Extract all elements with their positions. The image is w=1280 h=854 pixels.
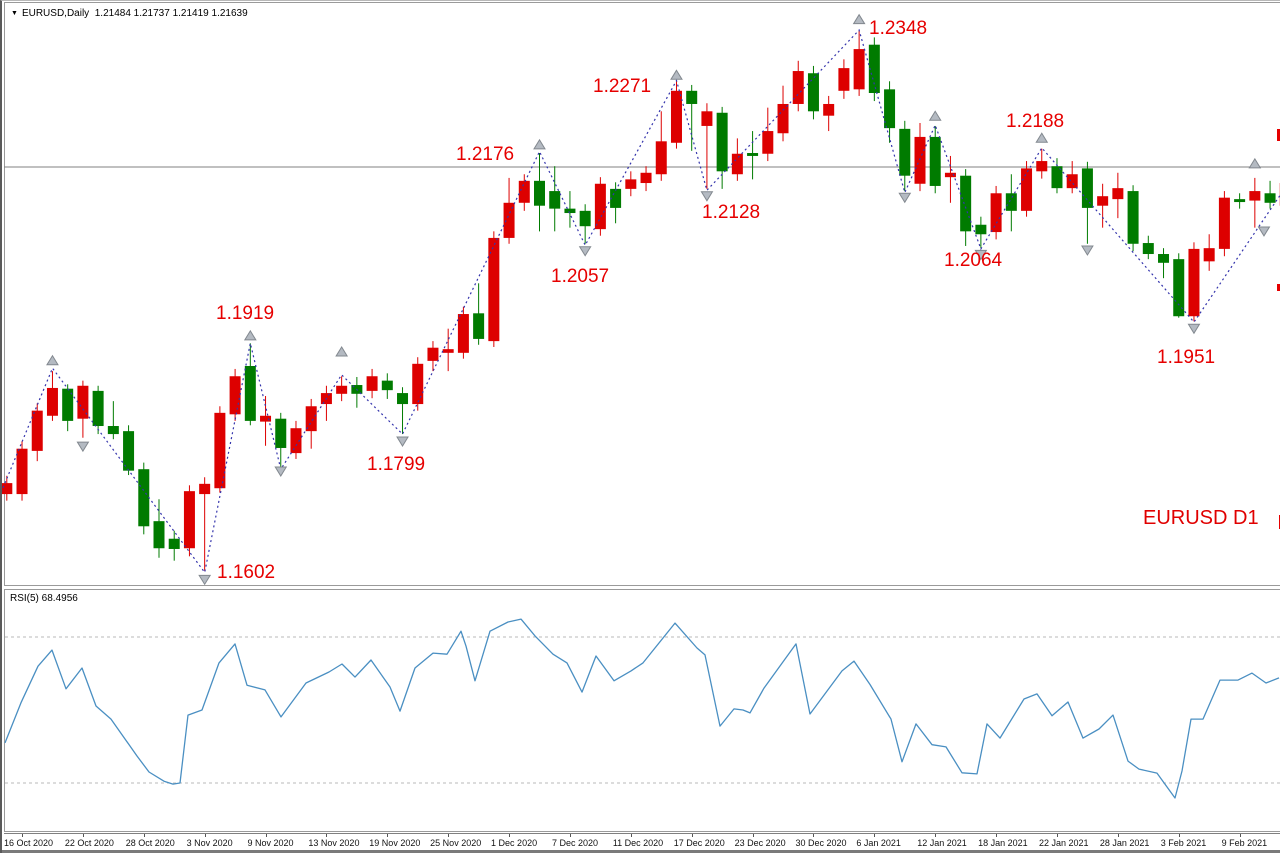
time-axis-label: 30 Dec 2020 — [795, 838, 846, 848]
time-axis-label: 9 Nov 2020 — [248, 838, 294, 848]
time-axis-tick — [874, 834, 875, 837]
chart-title-ohlc: 1.21484 1.21737 1.21419 1.21639 — [95, 8, 248, 19]
time-axis-label: 25 Nov 2020 — [430, 838, 481, 848]
collapse-indicator-icon[interactable]: ▼ — [11, 10, 18, 17]
time-axis-tick — [813, 834, 814, 837]
rsi-indicator-panel[interactable]: RSI(5) 68.4956 — [4, 589, 1280, 832]
time-axis-label: 23 Dec 2020 — [735, 838, 786, 848]
time-axis-tick — [570, 834, 571, 837]
time-axis-label: 16 Oct 2020 — [4, 838, 53, 848]
time-axis-tick — [509, 834, 510, 837]
time-axis-tick — [692, 834, 693, 837]
time-axis-tick — [448, 834, 449, 837]
chart-title: ▼ EURUSD,Daily 1.21484 1.21737 1.21419 1.… — [11, 8, 248, 19]
chart-title-symbol: EURUSD,Daily — [22, 8, 89, 19]
rsi-indicator-label: RSI(5) 68.4956 — [10, 593, 78, 604]
time-axis-label: 22 Oct 2020 — [65, 838, 114, 848]
time-axis-tick — [205, 834, 206, 837]
time-axis-tick — [22, 834, 23, 837]
time-axis-label: 3 Feb 2021 — [1161, 838, 1207, 848]
time-axis-label: 17 Dec 2020 — [674, 838, 725, 848]
time-axis-tick — [1118, 834, 1119, 837]
time-axis-label: 6 Jan 2021 — [856, 838, 901, 848]
time-axis-label: 19 Nov 2020 — [369, 838, 420, 848]
time-axis-tick — [1240, 834, 1241, 837]
time-axis-label: 22 Jan 2021 — [1039, 838, 1089, 848]
time-axis-tick — [266, 834, 267, 837]
time-axis-tick — [387, 834, 388, 837]
time-axis-tick — [753, 834, 754, 837]
time-axis-label: 28 Oct 2020 — [126, 838, 175, 848]
time-axis-label: 18 Jan 2021 — [978, 838, 1028, 848]
time-axis-label: 1 Dec 2020 — [491, 838, 537, 848]
time-axis-tick — [1057, 834, 1058, 837]
time-axis-tick — [144, 834, 145, 837]
time-axis-label: 13 Nov 2020 — [308, 838, 359, 848]
price-chart-panel[interactable]: ▼ EURUSD,Daily 1.21484 1.21737 1.21419 1.… — [4, 2, 1280, 586]
time-axis-tick — [83, 834, 84, 837]
time-axis-label: 9 Feb 2021 — [1222, 838, 1268, 848]
time-axis-label: 7 Dec 2020 — [552, 838, 598, 848]
time-axis-tick — [996, 834, 997, 837]
time-axis-tick — [326, 834, 327, 837]
time-axis-label: 3 Nov 2020 — [187, 838, 233, 848]
time-axis-label: 12 Jan 2021 — [917, 838, 967, 848]
time-axis-tick — [1179, 834, 1180, 837]
time-axis-tick — [935, 834, 936, 837]
time-axis-label: 11 Dec 2020 — [613, 838, 663, 848]
time-axis-tick — [631, 834, 632, 837]
time-axis-label: 28 Jan 2021 — [1100, 838, 1150, 848]
